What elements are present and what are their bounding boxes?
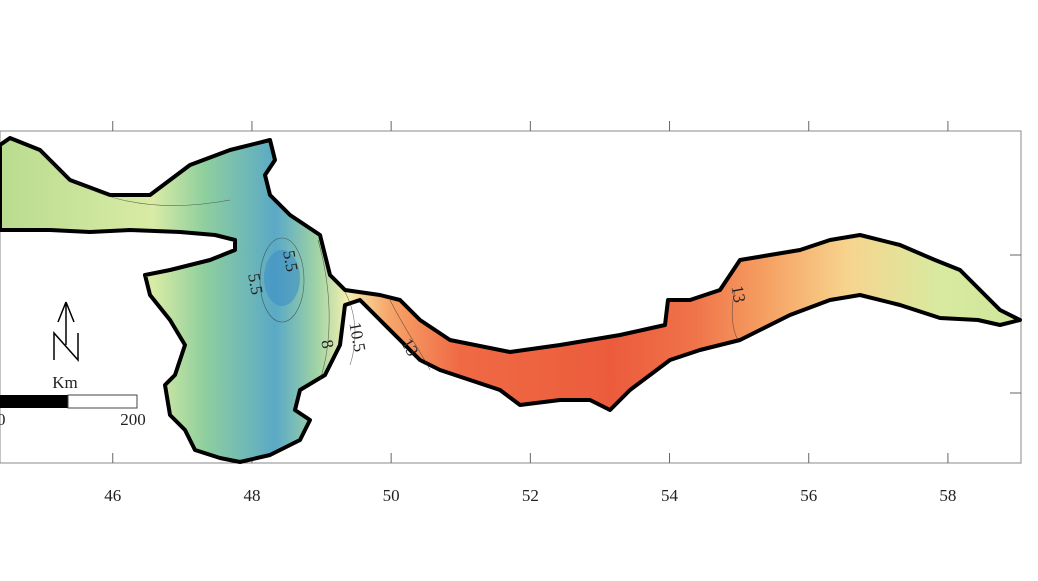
- contour-label: 10.5: [345, 321, 369, 354]
- scale-bar-light: [67, 394, 138, 409]
- contour-line: [389, 299, 431, 371]
- x-tick-label: 58: [939, 486, 956, 505]
- region-outline: [0, 136, 1022, 464]
- x-tick-label: 48: [243, 486, 260, 505]
- low-zone: [264, 250, 300, 306]
- contour-label: 5.5: [279, 249, 301, 273]
- x-tick-label: 54: [661, 486, 679, 505]
- x-tick-label: 46: [104, 486, 121, 505]
- axis-ticks: 46 48 50 52 54 56 58: [104, 121, 956, 505]
- contour-line: [259, 237, 305, 323]
- scale-bar-dark: [0, 395, 68, 408]
- contour-line: [731, 289, 739, 341]
- contour-line: [344, 291, 356, 366]
- scale-start: 0: [0, 410, 6, 429]
- contour-line: [317, 239, 330, 381]
- north-arrow: [53, 301, 79, 362]
- contour-line: [39, 149, 231, 206]
- x-tick-label: 50: [383, 486, 400, 505]
- x-tick-label: 52: [522, 486, 539, 505]
- x-tick-label: 56: [800, 486, 817, 505]
- contour-label: 8: [317, 338, 337, 350]
- contour-label: 13: [728, 284, 750, 304]
- scale-unit: Km: [52, 373, 78, 392]
- contour-label: 5.5: [244, 272, 266, 296]
- map-frame: [0, 130, 1022, 464]
- scale-end: 200: [120, 410, 146, 429]
